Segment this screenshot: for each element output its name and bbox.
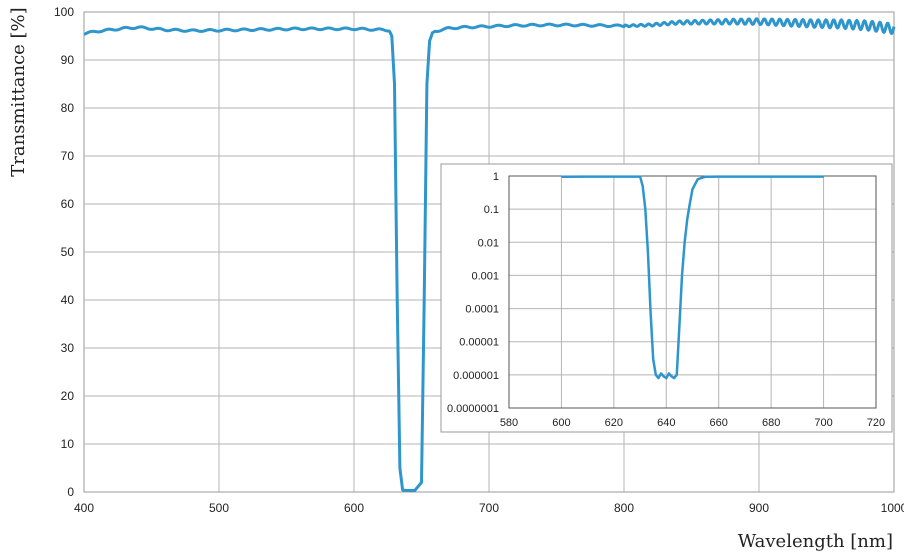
inset-x-tick-label: 660	[710, 417, 728, 429]
main-x-tick-label: 400	[74, 501, 94, 515]
main-y-tick-label: 100	[54, 5, 74, 19]
inset-y-tick-label: 0.01	[478, 237, 499, 249]
main-x-tick-label: 500	[209, 501, 229, 515]
inset-y-tick-label: 0.0001	[465, 304, 499, 316]
inset-y-tick-label: 0.000001	[453, 370, 499, 382]
main-y-tick-label: 40	[61, 293, 75, 307]
main-y-tick-label: 50	[61, 245, 75, 259]
main-x-tick-label: 800	[614, 501, 634, 515]
inset-y-tick-label: 1	[493, 171, 499, 183]
main-y-tick-label: 70	[61, 149, 75, 163]
inset-tick-labels: 580 600 620 640 660 680 700 720 1 0.1 0.01 0.001 0.0…	[447, 171, 885, 429]
inset-x-tick-label: 620	[605, 417, 623, 429]
main-y-tick-label: 0	[67, 485, 74, 499]
inset-series-line	[561, 175, 824, 380]
main-y-tick-label: 20	[61, 389, 75, 403]
inset-x-tick-label: 640	[657, 417, 675, 429]
inset-x-tick-label: 680	[762, 417, 780, 429]
inset-y-tick-label: 0.001	[471, 270, 499, 282]
inset-x-tick-label: 700	[814, 417, 832, 429]
main-plot-frame	[83, 11, 895, 493]
main-x-tick-label: 700	[479, 501, 499, 515]
main-y-tick-label: 90	[61, 53, 75, 67]
main-x-tick-label: 600	[344, 501, 364, 515]
main-y-tick-label: 10	[61, 437, 75, 451]
main-y-tick-label: 60	[61, 197, 75, 211]
main-y-tick-label: 30	[61, 341, 75, 355]
y-axis-label: Transmittance [%]	[8, 7, 29, 176]
inset-plot-frame	[508, 175, 877, 409]
inset-y-tick-label: 0.1	[484, 204, 499, 216]
inset-x-tick-label: 580	[500, 417, 518, 429]
inset-x-tick-label: 720	[867, 417, 885, 429]
main-y-tick-label: 80	[61, 101, 75, 115]
main-series-line	[83, 17, 896, 493]
inset-x-tick-label: 600	[552, 417, 570, 429]
inset-y-tick-label: 0.0000001	[447, 403, 499, 415]
main-x-tick-label: 900	[749, 501, 769, 515]
inset-y-tick-label: 0.00001	[459, 337, 499, 349]
inset-chart: 580 600 620 640 660 680 700 720 1 0.1 0.01 0.001 0.0…	[440, 163, 893, 433]
x-axis-label: Wavelength [nm]	[738, 531, 893, 552]
